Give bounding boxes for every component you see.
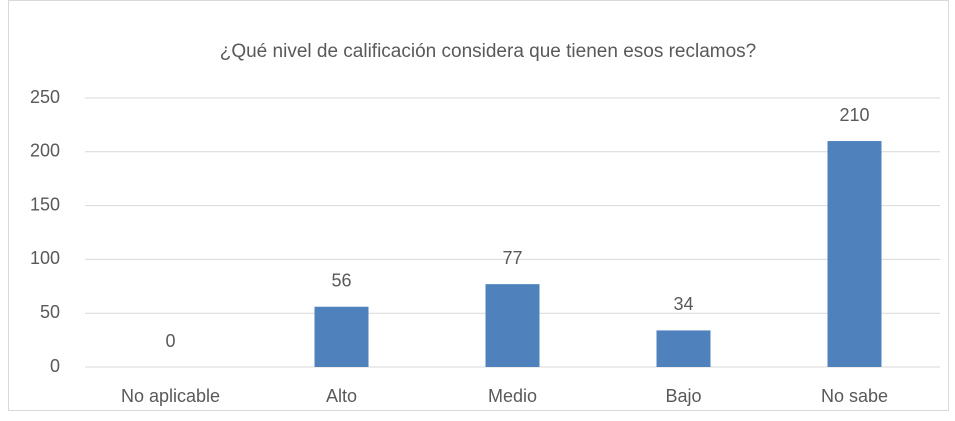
y-tick-label: 200 <box>30 141 60 161</box>
bar <box>656 330 711 367</box>
bar <box>827 141 882 367</box>
y-tick-label: 150 <box>30 194 60 214</box>
chart-title: ¿Qué nivel de calificación considera que… <box>220 41 757 62</box>
data-label: 0 <box>165 331 175 351</box>
x-tick-label: Alto <box>326 386 357 406</box>
x-tick-label: Bajo <box>665 386 701 406</box>
data-label: 34 <box>673 294 693 314</box>
x-tick-label: Medio <box>488 386 537 406</box>
data-label: 77 <box>502 248 522 268</box>
y-tick-label: 250 <box>30 87 60 107</box>
y-tick-label: 100 <box>30 248 60 268</box>
y-tick-label: 50 <box>40 302 60 322</box>
data-label: 210 <box>839 105 869 125</box>
x-tick-label: No aplicable <box>121 386 220 406</box>
bar <box>485 284 540 367</box>
bar <box>314 306 369 367</box>
data-label: 56 <box>331 270 351 290</box>
x-tick-label: No sabe <box>821 386 888 406</box>
y-tick-label: 0 <box>50 356 60 376</box>
